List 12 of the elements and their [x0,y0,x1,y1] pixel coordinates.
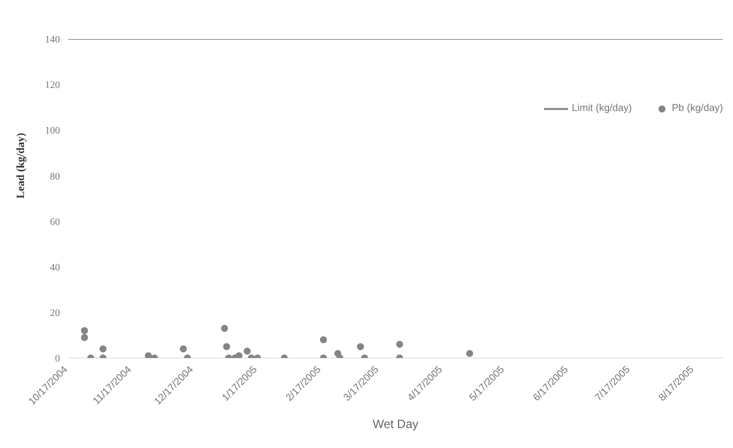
y-tick-label: 40 [50,262,60,274]
y-tick-label: 0 [55,354,60,365]
y-axis-title: Lead (kg/day) [14,132,27,198]
y-tick-label: 120 [45,80,60,92]
legend-label: Limit (kg/day) [570,103,632,114]
legend-label: Pb (kg/day) [670,103,723,114]
y-tick-label: 20 [50,308,60,319]
y-tick-label: 140 [45,34,60,46]
y-tick-label: 80 [50,171,60,182]
y-tick-label: 60 [50,216,60,228]
y-tick-label: 100 [45,126,60,137]
x-axis-title: Wet Day [372,417,418,431]
